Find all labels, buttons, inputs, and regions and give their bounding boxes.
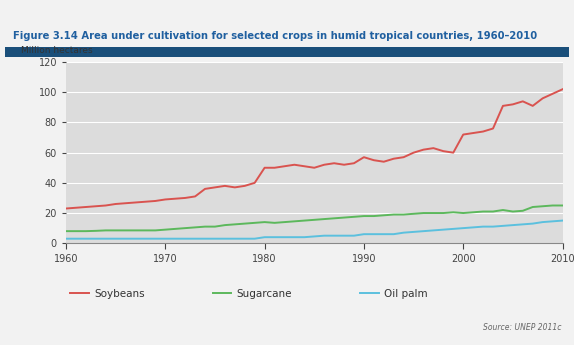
FancyBboxPatch shape xyxy=(5,47,569,57)
Text: Figure 3.14 Area under cultivation for selected crops in humid tropical countrie: Figure 3.14 Area under cultivation for s… xyxy=(13,31,537,41)
Text: Source: UNEP 2011c: Source: UNEP 2011c xyxy=(483,323,561,332)
Legend: Soybeans, Sugarcane, Oil palm: Soybeans, Sugarcane, Oil palm xyxy=(66,285,432,303)
Text: Million hectares: Million hectares xyxy=(21,46,93,55)
